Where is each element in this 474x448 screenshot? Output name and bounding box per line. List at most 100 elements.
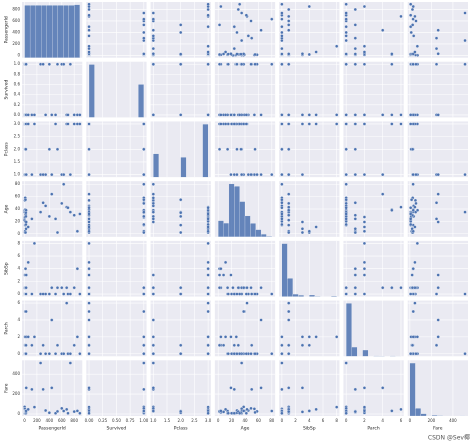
- scatter-point: [344, 17, 348, 21]
- scatter-point: [142, 172, 146, 177]
- scatter-point: [436, 318, 440, 322]
- panel: [150, 240, 211, 297]
- scatter-point: [68, 210, 73, 214]
- y-tick-label: 0: [17, 231, 20, 236]
- scatter-point: [47, 62, 51, 66]
- scatter-point: [142, 292, 146, 296]
- scatter-point: [223, 407, 228, 411]
- scatter-point: [280, 198, 284, 202]
- scatter-point: [249, 19, 253, 23]
- scatter-point: [287, 208, 291, 212]
- scatter-point: [381, 386, 385, 390]
- panel: [150, 121, 211, 178]
- scatter-point: [244, 113, 248, 117]
- scatter-point: [66, 411, 70, 415]
- scatter-point: [41, 343, 45, 347]
- scatter-point: [232, 352, 236, 356]
- x-tick-label: 800: [70, 418, 78, 423]
- scatter-point: [244, 13, 248, 17]
- scatter-point: [411, 309, 415, 314]
- scatter-point: [399, 407, 403, 411]
- scatter-point: [390, 208, 394, 212]
- y-tick-label: 600: [12, 18, 20, 23]
- scatter-point: [72, 343, 76, 347]
- scatter-point: [250, 387, 254, 392]
- scatter-point: [270, 409, 274, 413]
- scatter-point: [287, 301, 291, 305]
- scatter-point: [409, 113, 413, 117]
- y-axis-label: Fare: [4, 383, 10, 393]
- scatter-point: [413, 301, 417, 305]
- scatter-point: [142, 409, 146, 413]
- scatter-point: [409, 206, 413, 210]
- y-tick-label: 2.5: [14, 134, 21, 139]
- panel: [150, 61, 211, 118]
- scatter-point: [55, 62, 60, 66]
- panel: [279, 240, 340, 297]
- scatter-point: [300, 113, 305, 117]
- scatter-point: [236, 343, 240, 347]
- scatter-point: [87, 352, 91, 356]
- scatter-point: [225, 286, 230, 290]
- scatter-point: [206, 286, 210, 290]
- scatter-point: [229, 386, 233, 390]
- scatter-point: [62, 409, 66, 413]
- x-tick-label: 1.00: [139, 418, 148, 423]
- scatter-point: [179, 286, 183, 290]
- histogram-bar: [420, 413, 427, 417]
- scatter-point: [47, 411, 51, 415]
- scatter-point: [344, 62, 348, 66]
- scatter-point: [179, 214, 183, 219]
- scatter-point: [179, 211, 183, 215]
- scatter-point: [50, 192, 54, 196]
- scatter-point: [223, 122, 228, 126]
- scatter-point: [151, 201, 155, 206]
- histogram-bar: [255, 229, 262, 237]
- scatter-point: [87, 50, 91, 54]
- scatter-point: [142, 52, 146, 56]
- scatter-point: [87, 34, 91, 38]
- scatter-point: [50, 113, 54, 117]
- y-tick-label: 40: [15, 206, 21, 211]
- scatter-point: [240, 361, 244, 365]
- panel: [407, 121, 468, 178]
- scatter-point: [225, 147, 230, 151]
- scatter-point: [26, 122, 30, 126]
- scatter-point: [353, 122, 357, 126]
- y-tick-label: 8: [17, 240, 20, 245]
- scatter-point: [237, 122, 242, 126]
- y-tick-label: 2: [17, 334, 20, 339]
- scatter-point: [307, 122, 311, 126]
- scatter-point: [50, 318, 54, 322]
- scatter-point: [270, 17, 274, 21]
- x-axis-label: Parch: [367, 426, 379, 432]
- scatter-point: [87, 273, 91, 277]
- panel: [150, 181, 211, 237]
- scatter-point: [436, 28, 440, 32]
- panel: [407, 2, 468, 58]
- scatter-point: [62, 352, 66, 356]
- scatter-point: [335, 44, 339, 48]
- x-axis-label: SibSp: [303, 426, 316, 432]
- scatter-point: [259, 318, 263, 322]
- scatter-point: [179, 292, 183, 296]
- scatter-point: [240, 11, 244, 15]
- scatter-point: [344, 122, 348, 126]
- scatter-point: [253, 52, 257, 57]
- scatter-point: [235, 62, 239, 66]
- scatter-point: [206, 352, 210, 356]
- scatter-point: [179, 352, 183, 356]
- scatter-point: [142, 201, 146, 206]
- scatter-point: [43, 113, 48, 117]
- scatter-point: [72, 286, 76, 290]
- panel: [214, 2, 276, 58]
- scatter-point: [280, 52, 284, 56]
- scatter-point: [287, 205, 291, 209]
- scatter-point: [353, 147, 357, 151]
- scatter-point: [219, 113, 223, 117]
- scatter-point: [344, 34, 348, 38]
- scatter-point: [287, 201, 291, 206]
- scatter-point: [287, 28, 291, 32]
- scatter-point: [414, 201, 418, 206]
